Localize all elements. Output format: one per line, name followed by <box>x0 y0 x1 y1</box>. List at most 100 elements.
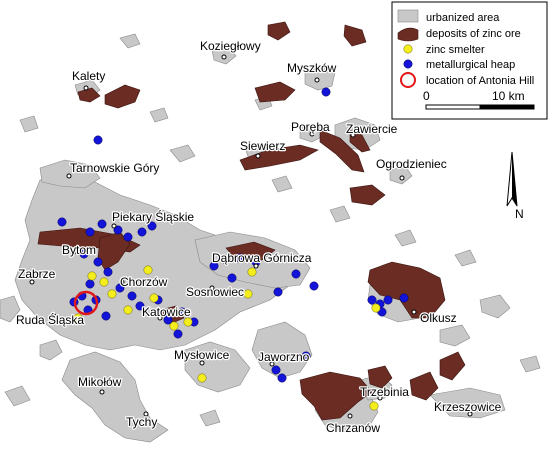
town-label-piekary: Piekary Śląskie <box>112 209 194 224</box>
metallurgical-heap <box>277 373 287 383</box>
metallurgical-heap <box>271 365 281 375</box>
town-label-krzeszowice: Krzeszowice <box>434 400 502 414</box>
legend-antonia-swatch <box>400 72 416 88</box>
urban-area-krzeszowice <box>429 387 506 419</box>
urban-area-east-1 <box>479 294 511 319</box>
metallurgical-heap <box>85 227 95 237</box>
ore-deposit-north-3 <box>254 81 296 103</box>
metallurgical-heap <box>301 351 311 361</box>
zinc-smelter <box>73 313 83 323</box>
zinc-smelter <box>123 305 133 315</box>
metallurgical-heap <box>137 227 147 237</box>
ore-deposit-kalety <box>77 87 101 103</box>
zinc-smelter <box>143 265 153 275</box>
town-label-ogrodzieniec: Ogrodzieniec <box>376 157 447 171</box>
town-label-chorzow: Chorzów <box>120 275 168 289</box>
urban-area-myszkow <box>304 65 336 91</box>
town-marker-poreba <box>309 131 315 137</box>
metallurgical-heap <box>101 311 111 321</box>
town-marker-jaworzno <box>269 361 275 367</box>
metallurgical-heap <box>291 269 301 279</box>
town-marker-trzebinia <box>377 395 383 401</box>
metallurgical-heap <box>79 249 89 259</box>
north-arrow-label: N <box>515 207 524 221</box>
urban-area-small-6 <box>394 229 417 247</box>
town-marker-piekary <box>111 223 117 229</box>
urban-area-west-1 <box>0 295 21 323</box>
metallurgical-heap <box>227 273 237 283</box>
town-marker-chorzow <box>119 279 125 285</box>
ore-deposit-kozieglowy-east <box>104 84 141 109</box>
ore-deposit-krzeszowice <box>409 371 439 401</box>
town-marker-krzeszowice <box>467 411 473 417</box>
town-label-kozieglowy: Koziegłowy <box>200 39 261 53</box>
town-markers-layer <box>29 54 473 419</box>
town-label-chrzanow: Chrzanów <box>326 421 380 435</box>
urban-area-small-8 <box>19 115 39 133</box>
ore-deposit-chrzanow <box>299 371 373 421</box>
urban-area-small-2 <box>169 144 196 163</box>
urban-area-east-2 <box>439 324 471 347</box>
town-label-myslowice: Mysłowice <box>174 348 230 362</box>
legend-antonia-label: location of Antonia Hill <box>426 75 534 87</box>
scale-bar-end-label: 10 km <box>492 89 525 103</box>
town-marker-chrzanow <box>347 413 353 419</box>
metallurgical-heap <box>399 293 409 303</box>
town-marker-kalety <box>83 85 89 91</box>
metallurgical-heap <box>147 221 157 231</box>
urban-area-small-7 <box>454 249 477 267</box>
town-label-tarnowskie-gory: Tarnowskie Góry <box>70 161 159 175</box>
town-marker-dabrowa <box>253 263 259 269</box>
metallurgical-heap <box>113 225 123 235</box>
antonia-hill-marker <box>73 290 99 316</box>
zinc-smelter <box>99 277 109 287</box>
ore-deposit-trzebinia <box>367 365 393 389</box>
metallurgical-heap <box>177 307 187 317</box>
legend-heap-swatch <box>403 59 413 69</box>
town-label-bytom: Bytom <box>62 243 96 257</box>
urban-area-jaworzno <box>251 321 313 379</box>
town-label-trzebinia: Trzebinia <box>360 385 409 399</box>
ore-deposit-east <box>439 351 466 381</box>
zinc-ore-deposits-layer <box>37 21 466 421</box>
metallurgical-heap <box>273 287 283 297</box>
town-label-katowice: Katowice <box>142 305 191 319</box>
ore-deposit-north-1 <box>267 21 291 41</box>
town-marker-bytom <box>71 249 77 255</box>
metallurgical-heap <box>383 295 393 305</box>
urban-area-small-4 <box>271 175 293 193</box>
legend-urban-swatch <box>397 9 419 23</box>
zinc-smelter <box>197 373 207 383</box>
zinc-smelter <box>87 271 97 281</box>
metallurgical-heap <box>115 283 125 293</box>
town-marker-olkusz <box>411 309 417 315</box>
zinc-smelter <box>169 321 179 331</box>
metallurgical-heap <box>103 267 113 277</box>
ore-deposit-north-2 <box>343 24 367 47</box>
town-marker-ruda-slaska <box>51 313 57 319</box>
metallurgical-heap <box>367 295 377 305</box>
map-legend: urbanized area deposits of zinc ore zinc… <box>391 1 548 120</box>
town-marker-sosnowiec <box>209 285 215 291</box>
legend-smelter-swatch <box>403 44 413 54</box>
metallurgical-heap <box>321 87 331 97</box>
ore-deposit-poreba <box>319 129 365 173</box>
metallurgical-heap <box>309 281 319 291</box>
zinc-smelter <box>371 303 381 313</box>
town-label-tychy: Tychy <box>126 415 157 429</box>
zinc-smelter <box>243 289 253 299</box>
metallurgical-heap <box>135 301 145 311</box>
scale-bar: 0 10 km <box>423 89 535 110</box>
urban-area-small-9 <box>4 385 31 407</box>
town-label-olkusz: Olkusz <box>420 311 457 325</box>
urban-area-small-3 <box>149 107 169 123</box>
north-arrow: N <box>506 151 524 221</box>
urban-area-ogrodzieniec <box>389 165 413 185</box>
town-marker-myslowice <box>199 360 205 366</box>
ore-deposit-middle-east <box>349 184 386 206</box>
town-label-kalety: Kalety <box>72 69 105 83</box>
town-label-poreba: Poręba <box>291 120 330 134</box>
legend-ore-swatch <box>397 27 419 42</box>
zinc-smelter <box>369 401 379 411</box>
